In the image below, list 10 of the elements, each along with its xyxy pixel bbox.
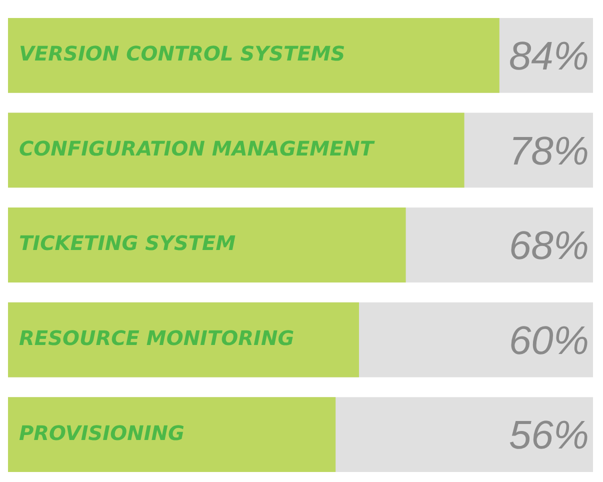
data-label: 78% [508,129,589,174]
data-label: 84% [508,34,589,79]
y-tick-label: TICKETING SYSTEM [19,231,236,256]
y-tick-label: RESOURCE MONITORING [19,326,294,350]
y-tick-label: VERSION CONTROL SYSTEMS [19,42,346,66]
y-tick-label: PROVISIONING [19,420,184,445]
y-tick-label: CONFIGURATION MANAGEMENT [19,136,375,160]
data-label: 56% [508,414,589,458]
data-label: 60% [508,318,589,363]
data-label: 68% [508,224,589,268]
